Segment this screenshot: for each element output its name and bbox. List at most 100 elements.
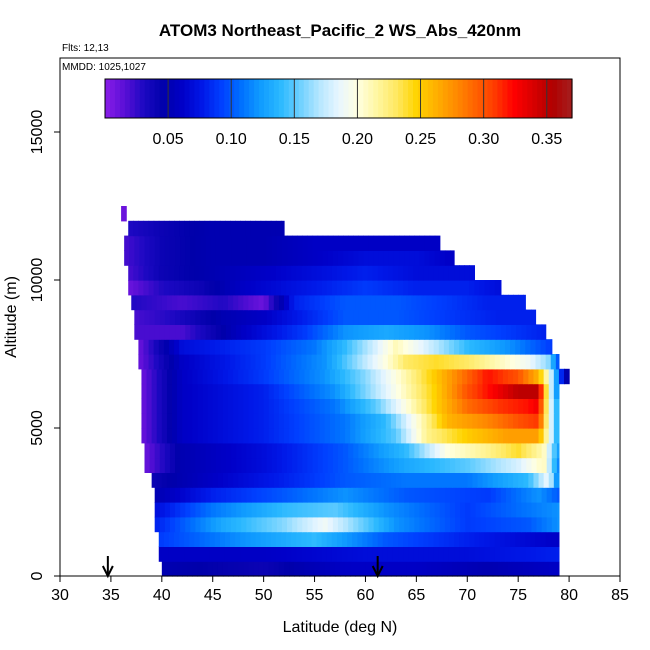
heatmap-cell [462,383,468,399]
heatmap-cell [538,413,545,429]
x-tick-label: 30 [51,587,69,604]
heatmap-cell [312,516,319,533]
heatmap-cell [459,339,465,355]
heatmap-cell [233,368,239,385]
heatmap-cell [459,546,465,562]
heatmap-cell [475,502,482,518]
heatmap-cell [360,428,367,444]
heatmap-cell [404,487,410,503]
heatmap-cell [163,531,170,547]
heatmap-cell [378,309,385,325]
heatmap-cell [134,250,141,266]
heatmap-cell [494,354,501,370]
heatmap-cell [373,250,380,266]
colorbar-swatch [283,79,290,118]
y-tick-label: 5000 [29,410,46,446]
heatmap-cell [523,383,529,399]
heatmap-cell [380,368,387,385]
colorbar-swatch [194,79,200,118]
heatmap-cell [421,561,428,577]
colorbar-swatch [353,79,359,118]
heatmap-cell [255,354,262,370]
heatmap-cell [215,324,222,340]
heatmap-cell [467,368,473,385]
heatmap-cell [266,324,273,340]
heatmap-cell [209,354,216,370]
heatmap-cell [536,516,543,533]
heatmap-cell [230,354,236,370]
heatmap-cell [411,383,417,399]
heatmap-cell [378,487,385,503]
heatmap-cell [409,516,415,533]
heatmap-cell [306,531,313,547]
heatmap-cell [492,383,499,399]
heatmap-cell [439,502,446,518]
heatmap-cell [457,413,463,429]
heatmap-cell [297,235,303,251]
heatmap-cell [502,561,509,577]
colorbar-swatch [164,79,171,118]
heatmap-cell [495,324,502,340]
heatmap-cell [263,561,270,577]
colorbar-swatch [398,79,404,118]
heatmap-cell [362,280,369,296]
colorbar-swatch [229,79,235,118]
heatmap-cell [319,398,326,414]
heatmap-cell [329,561,336,577]
heatmap-cell [419,250,426,266]
heatmap-cell [414,487,421,503]
heatmap-cell [225,250,232,266]
heatmap-cell [224,354,231,370]
heatmap-cell [518,383,524,399]
heatmap-cell [345,398,351,414]
heatmap-cell [521,309,527,325]
heatmap-cell [362,546,369,562]
heatmap-cell [141,383,148,399]
heatmap-cell [436,561,443,577]
heatmap-cell [548,383,555,399]
heatmap-cell [317,309,324,325]
heatmap-cell [504,546,511,562]
heatmap-cell [438,354,445,370]
heatmap-cell [319,413,326,429]
heatmap-cell [505,502,512,518]
heatmap-cell [253,472,260,488]
heatmap-cell [546,487,553,503]
heatmap-cell [433,354,440,370]
heatmap-cell [543,561,550,577]
heatmap-cell [258,294,265,311]
heatmap-cell [299,398,305,414]
heatmap-cell [284,413,290,429]
heatmap-cell [363,487,370,503]
heatmap-cell [294,472,300,488]
heatmap-cell [441,398,448,414]
heatmap-cell [332,309,339,325]
heatmap-cell [399,487,405,503]
heatmap-cell [281,502,288,518]
heatmap-cell [265,339,272,355]
heatmap-cell [192,428,199,444]
heatmap-cell [189,546,195,562]
heatmap-cell [540,546,547,562]
heatmap-cell [236,324,242,340]
heatmap-cell [365,561,372,577]
heatmap-cell [292,250,298,266]
heatmap-cell [179,280,185,296]
heatmap-cell [255,265,262,281]
y-tick-label: 0 [29,571,46,580]
heatmap-cell [538,398,545,414]
colorbar-swatch [422,79,429,118]
heatmap-cell [144,235,151,251]
heatmap-cell [307,516,314,533]
heatmap-cell [210,250,217,266]
heatmap-cell [513,398,519,414]
heatmap-cell [388,442,395,459]
y-tick-label: 15000 [29,110,46,155]
heatmap-cell [185,235,191,251]
heatmap-cell [238,561,244,577]
y-tick-label: 10000 [29,258,46,303]
heatmap-cell [363,457,370,473]
heatmap-cell [360,472,367,488]
heatmap-cell [270,354,277,370]
heatmap-cell [256,250,263,266]
